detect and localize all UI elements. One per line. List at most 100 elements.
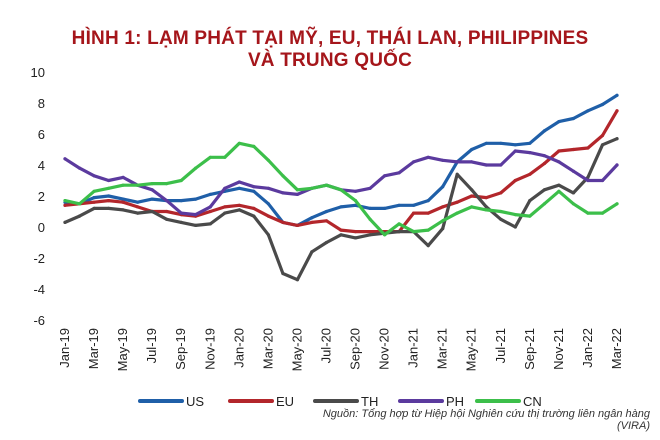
data-point-eu [470, 194, 474, 198]
data-point-th [441, 227, 445, 231]
data-point-th [397, 230, 401, 234]
data-point-th [194, 223, 198, 227]
legend-label: US [186, 394, 204, 409]
data-point-us [499, 141, 503, 145]
legend-item-us: US [138, 394, 204, 409]
data-point-ph [383, 174, 387, 178]
data-point-th [455, 172, 459, 176]
y-tick-label: 0 [38, 220, 45, 235]
series-eu [63, 109, 619, 234]
data-point-ph [165, 199, 169, 203]
data-point-us [484, 141, 488, 145]
data-point-ph [557, 160, 561, 164]
data-point-th [223, 211, 227, 215]
data-point-eu [63, 203, 67, 207]
chart-title-line1: HÌNH 1: LẠM PHÁT TẠI MỸ, EU, THÁI LAN, P… [71, 28, 589, 49]
data-point-us [208, 192, 212, 196]
data-point-eu [237, 203, 241, 207]
data-point-ph [615, 163, 619, 167]
data-point-ph [455, 160, 459, 164]
legend-item-eu: EU [228, 394, 294, 409]
data-point-cn [455, 211, 459, 215]
y-tick-label: 10 [31, 65, 45, 80]
data-point-cn [353, 199, 358, 203]
data-point-cn [77, 202, 82, 206]
data-point-th [557, 183, 561, 187]
data-point-us [600, 102, 605, 107]
data-point-th [324, 240, 329, 245]
data-point-us [513, 143, 517, 147]
data-point-cn [208, 155, 212, 159]
data-point-th [295, 278, 299, 282]
data-point-ph [353, 189, 358, 193]
data-point-th [179, 220, 183, 224]
x-tick-label: Mar-19 [86, 328, 101, 369]
data-point-cn [484, 208, 488, 212]
data-point-eu [615, 109, 619, 113]
data-point-th [107, 206, 111, 210]
data-point-cn [63, 199, 67, 203]
data-point-eu [542, 161, 547, 166]
data-point-us [92, 196, 96, 200]
series-cn [63, 141, 619, 237]
x-tick-label: May-20 [289, 328, 304, 371]
data-point-us [426, 199, 430, 203]
data-point-eu [353, 230, 358, 234]
data-point-cn [499, 209, 503, 214]
data-point-cn [528, 214, 532, 218]
chart-title: HÌNH 1: LẠM PHÁT TẠI MỸ, EU, THÁI LAN, P… [0, 28, 660, 72]
y-tick-label: -4 [33, 282, 45, 297]
data-point-th [528, 199, 532, 203]
data-point-th [150, 209, 154, 214]
data-point-eu [310, 220, 314, 224]
data-point-cn [542, 202, 547, 206]
data-point-cn [252, 144, 256, 148]
data-point-ph [586, 178, 590, 183]
data-point-ph [266, 186, 270, 190]
data-point-cn [121, 183, 125, 187]
data-point-ph [295, 192, 299, 196]
data-point-ph [121, 175, 125, 179]
data-point-eu [92, 200, 96, 204]
data-point-th [136, 211, 140, 215]
data-point-cn [600, 211, 605, 215]
data-point-us [121, 197, 125, 201]
x-tick-label: Jan-22 [580, 328, 595, 368]
data-point-th [600, 143, 605, 147]
x-tick-label: Mar-20 [260, 328, 275, 369]
x-tick-label: Sep-21 [522, 328, 537, 370]
data-point-ph [208, 205, 212, 209]
y-tick-label: -6 [33, 313, 45, 328]
legend: US EU TH PH CN [138, 394, 542, 409]
x-tick-label: Jul-20 [318, 328, 333, 363]
data-point-cn [571, 202, 576, 206]
data-point-us [252, 189, 256, 193]
data-point-eu [121, 200, 125, 204]
data-point-th [281, 271, 285, 276]
series-us [63, 93, 619, 227]
data-point-cn [412, 230, 416, 234]
data-point-th [484, 205, 488, 209]
data-point-us [136, 200, 140, 204]
data-point-cn [179, 178, 183, 183]
data-point-ph [63, 157, 67, 161]
y-tick-label: 4 [38, 158, 45, 173]
data-point-cn [92, 189, 96, 193]
data-point-th [615, 137, 619, 141]
legend-item-ph: PH [398, 394, 464, 409]
data-point-eu [281, 220, 285, 224]
data-point-cn [107, 186, 111, 190]
data-point-cn [470, 205, 474, 209]
data-point-us [324, 209, 329, 214]
data-point-us [368, 206, 372, 210]
data-point-ph [281, 191, 285, 195]
data-point-cn [150, 182, 154, 186]
data-point-th [252, 214, 256, 218]
data-point-ph [237, 180, 241, 184]
data-point-th [470, 188, 474, 192]
data-point-ph [499, 163, 503, 167]
y-tick-label: 8 [38, 96, 45, 111]
data-point-th [165, 217, 169, 221]
data-point-th [542, 188, 547, 192]
data-point-us [194, 197, 198, 201]
